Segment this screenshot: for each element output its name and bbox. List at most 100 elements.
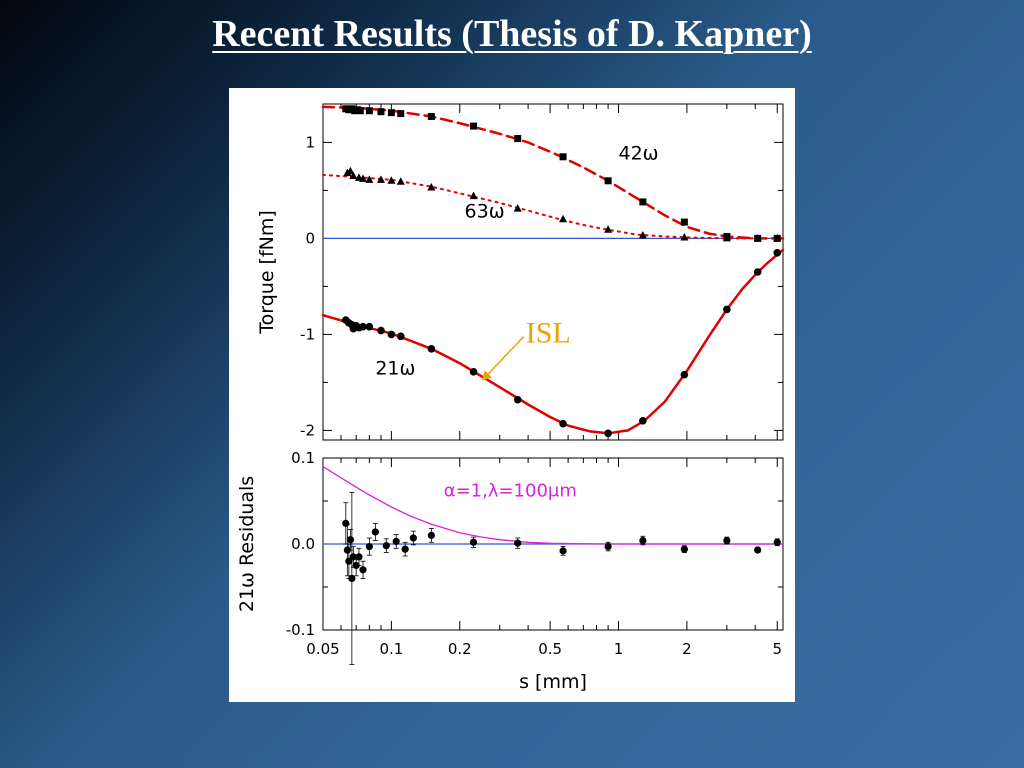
torque-series-labels: 42ω 63ω 21ω [375, 143, 658, 380]
residual-point [427, 531, 435, 539]
isl-arrow [486, 335, 525, 376]
y-tick-label: 1 [305, 133, 315, 151]
series-label: 42ω [618, 143, 658, 165]
triangle-point [365, 175, 374, 183]
figure-panel: 1 0 -1 -2 42ω 63ω 21ω Torque [fNm] ISL 0.1 0.0… [229, 88, 795, 702]
fit-curve-42ω [321, 105, 785, 240]
circle-point [365, 322, 374, 331]
residual-point [348, 574, 356, 582]
isl-arrow-head [481, 370, 492, 381]
circle-point [753, 268, 762, 276]
residual-point [392, 537, 400, 546]
circle-point [359, 322, 367, 331]
square-point [365, 107, 373, 115]
square-point [639, 198, 647, 206]
residuals-curves [322, 466, 783, 545]
triangle-point [387, 176, 396, 184]
torque-panel: 1 0 -1 -2 42ω 63ω 21ω Torque [fNm] ISL [256, 103, 785, 441]
triangle-point [638, 231, 647, 239]
triangle-point [376, 175, 385, 183]
series-label: 63ω [465, 200, 505, 222]
residual-point [352, 561, 360, 570]
residual-point [723, 536, 731, 545]
circle-point [396, 332, 405, 341]
residuals-y-tick-labels: 0.1 0.0 -0.1 [286, 449, 315, 639]
isl-label: ISL [526, 316, 571, 349]
isl-annotation: ISL [481, 316, 571, 381]
square-point [377, 108, 385, 116]
residual-point [355, 553, 363, 561]
residuals-data-points [342, 491, 781, 665]
circle-point [559, 419, 567, 428]
residual-point [559, 547, 567, 555]
residuals-axis-ticks [322, 457, 783, 631]
triangle-point [427, 183, 436, 191]
square-point [559, 153, 567, 161]
triangle-point [753, 233, 762, 242]
residual-point [371, 528, 379, 536]
y-tick-label: -0.1 [286, 621, 315, 639]
triangle-point [773, 233, 782, 242]
triangle-point [346, 166, 355, 175]
residual-point [345, 557, 353, 565]
triangle-point [469, 191, 478, 200]
residual-point [359, 566, 367, 574]
y-tick-label: 0 [305, 229, 315, 247]
square-point [427, 112, 435, 120]
x-tick-label: 0.1 [379, 640, 403, 658]
circle-point [387, 330, 396, 339]
x-tick-label: 5 [772, 640, 782, 658]
slide-title: Recent Results (Thesis of D. Kapner) [212, 13, 812, 55]
square-point [397, 110, 405, 118]
circle-point [513, 395, 522, 404]
residual-point [773, 538, 781, 546]
triangle-point [396, 177, 405, 185]
residual-point [639, 536, 647, 545]
y-tick-label: -2 [300, 421, 315, 439]
circle-point [680, 370, 689, 379]
x-tick-label: 1 [614, 640, 624, 658]
square-point [680, 218, 688, 226]
torque-fit-curves [321, 105, 785, 435]
torque-data-points [341, 105, 782, 438]
circle-point [639, 417, 647, 425]
alpha-lambda-label: α=1,λ=100μm [444, 481, 577, 502]
x-tick-label: 0.2 [448, 640, 472, 658]
square-point [387, 109, 395, 117]
residuals-y-axis-label: 21ω Residuals [236, 476, 258, 612]
triangle-point [604, 225, 613, 233]
residual-point [401, 545, 409, 553]
torque-plot-frame [322, 103, 784, 441]
square-point [604, 177, 612, 185]
x-axis-label: s [mm] [519, 671, 587, 693]
circle-point [377, 326, 385, 335]
x-tick-labels: 0.05 0.1 0.2 0.5 1 2 5 [306, 640, 782, 658]
triangle-point [559, 214, 568, 223]
series-label: 21ω [375, 358, 415, 380]
torque-axis-ticks [322, 104, 783, 440]
triangle-point [349, 171, 358, 179]
circle-point [773, 249, 782, 257]
x-tick-label: 0.5 [538, 640, 562, 658]
residual-point [409, 534, 417, 542]
residual-point [514, 539, 522, 547]
square-point [470, 122, 478, 130]
residual-point [680, 545, 688, 553]
circle-point [604, 429, 612, 438]
y-tick-label: -1 [300, 325, 315, 343]
triangle-point [722, 233, 731, 242]
torque-y-tick-labels: 1 0 -1 -2 [300, 133, 315, 439]
x-tick-label: 0.05 [306, 640, 339, 658]
square-point [514, 135, 522, 143]
residual-point [604, 542, 612, 551]
triangle-point [680, 232, 689, 241]
residual-point [365, 542, 373, 551]
triangle-point [358, 174, 367, 182]
x-tick-label: 2 [682, 640, 692, 658]
residual-point [754, 546, 762, 554]
residual-point [469, 538, 478, 546]
residual-point [382, 542, 390, 550]
y-tick-label: 0.1 [291, 449, 315, 467]
triangle-point [513, 204, 522, 212]
